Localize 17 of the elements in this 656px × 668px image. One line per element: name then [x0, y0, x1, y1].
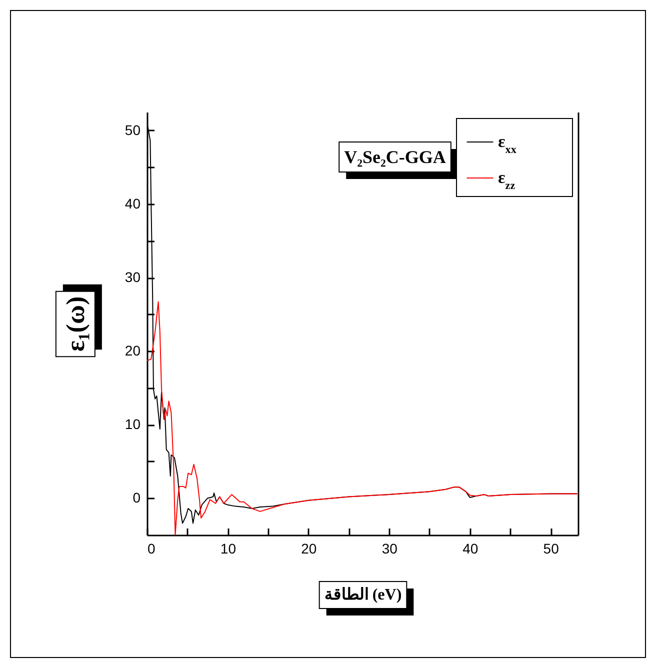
x-tick-label: 30	[382, 540, 398, 556]
x-axis-title: الطاقة (eV)	[324, 586, 402, 604]
y-tick-label: 30	[124, 269, 141, 286]
y-axis-title: ε₁(ω)	[60, 296, 90, 352]
y-tick-label: 10	[124, 416, 141, 432]
x-tick-label: 10	[220, 540, 236, 556]
x-tick-label: 20	[301, 540, 317, 556]
y-tick-label: 40	[124, 195, 141, 212]
y-tick-label: 20	[124, 342, 141, 359]
y-tick-label: 50	[124, 122, 141, 138]
annotation: V₂Se₂C-GGA	[344, 147, 446, 167]
legend-label: ε$_{xx}$	[498, 132, 517, 156]
y-tick-label: 0	[132, 490, 141, 506]
legend-label: ε$_{zz}$	[498, 168, 516, 192]
x-tick-label: 50	[543, 540, 560, 556]
x-tick-label: 0	[148, 540, 156, 556]
x-tick-label: 40	[462, 540, 478, 556]
